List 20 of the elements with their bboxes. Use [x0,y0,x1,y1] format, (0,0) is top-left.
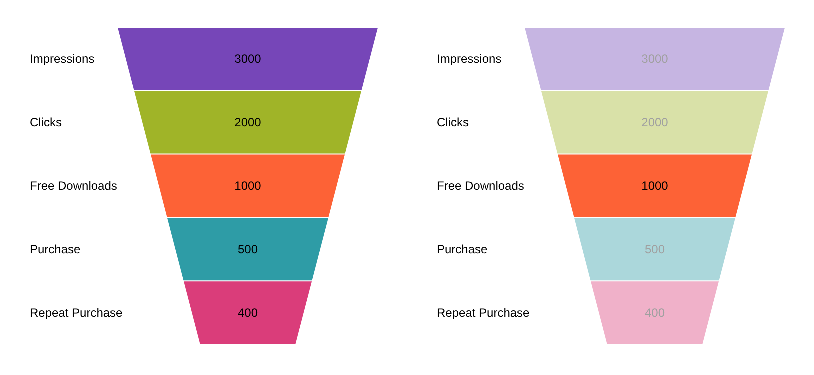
data-label: 3000 [234,52,262,66]
category-label: Purchase [30,242,82,256]
data-label: 400 [644,306,666,320]
data-label: 1000 [234,179,262,193]
data-label: 1000 [642,179,669,193]
category-label: Purchase [437,242,488,256]
data-label: 500 [644,242,666,256]
data-label: 400 [238,306,258,320]
category-label: Impressions [30,52,95,66]
category-label: Clicks [30,116,62,130]
data-label: 2000 [234,116,262,130]
category-label: Free Downloads [437,179,524,193]
category-label: Free Downloads [30,179,118,193]
category-label: Repeat Purchase [437,306,530,320]
data-label: 3000 [642,52,669,66]
category-label: Clicks [437,116,469,130]
category-label: Impressions [437,52,502,66]
data-label: 500 [238,242,258,256]
category-label: Repeat Purchase [30,306,124,320]
data-label: 2000 [642,116,669,130]
